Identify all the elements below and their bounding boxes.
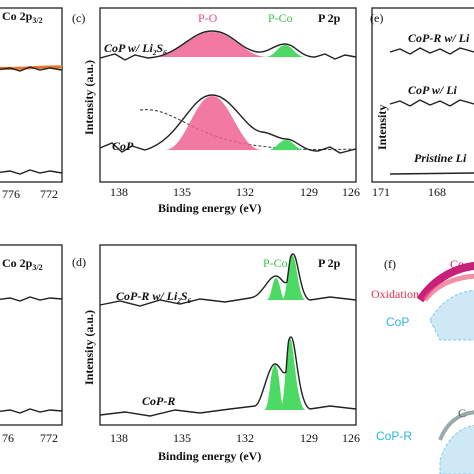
peak-label: P-O: [198, 11, 218, 25]
y-axis-label: Intensity (a.u.): [82, 60, 96, 135]
tick-label: 132: [236, 431, 254, 445]
tick-label: 129: [300, 185, 318, 199]
region-label: Co 2p3/2: [2, 9, 43, 25]
y-axis-label: Intensity (a.u.): [82, 310, 96, 385]
sample-label: CoP: [112, 139, 134, 153]
diagram-label: C: [458, 406, 466, 420]
tick-label: 138: [110, 185, 128, 199]
panel-tag: (f): [384, 257, 396, 271]
sample-label: CoP-R: [142, 394, 175, 408]
text-part: 3/2: [32, 16, 42, 25]
left-bottom-panel: Co 2p3/2 76 772: [0, 244, 63, 445]
tick-label: 76: [2, 431, 14, 445]
sample-label: Pristine Li: [414, 151, 467, 165]
text-part: S: [181, 289, 188, 303]
left-top-panel: Co 2p3/2 776 772: [0, 7, 63, 201]
tick-label: 135: [173, 185, 191, 199]
diagram-label: CoP-R: [376, 429, 412, 443]
panel-tag: (c): [72, 11, 85, 25]
panel-f: (f) Co- Oxidation CoP C CoP-R: [371, 257, 474, 474]
sample-label: CoP w/ Li: [408, 83, 458, 97]
tick-label: 772: [40, 431, 58, 445]
diagram-label: Co-: [450, 257, 468, 271]
text-part: S: [156, 41, 163, 55]
peak-label: P-Co: [263, 256, 288, 270]
diagram-label: Oxidation: [371, 287, 419, 301]
region-label: P 2p: [318, 256, 341, 270]
text-part: CoP w/ Li: [104, 41, 154, 55]
text-part: Co 2p: [2, 256, 33, 270]
tick-label: 168: [428, 185, 446, 199]
tick-label: 126: [342, 185, 360, 199]
text-part: 3/2: [32, 263, 42, 272]
diagram-label: CoP: [386, 315, 409, 329]
sample-label: CoP w/ Li2S6: [104, 41, 167, 57]
tick-label: 776: [2, 187, 20, 201]
sample-label: CoP-R w/ Li2S6: [116, 289, 192, 305]
sample-label: CoP-R w/ Li: [408, 31, 470, 45]
text-part: Co 2p: [2, 9, 33, 23]
x-axis-label: Binding energy (eV): [158, 201, 261, 215]
panel-c: (c) P-O P-Co P 2p Intensity (a.u.) CoP w…: [72, 7, 360, 215]
region-label: P 2p: [318, 11, 341, 25]
panel-tag: (e): [370, 11, 383, 25]
tick-label: 132: [236, 185, 254, 199]
x-axis-label: Binding energy (eV): [158, 449, 261, 463]
panel-e: (e) Intensity CoP-R w/ Li CoP w/ Li Pris…: [370, 7, 474, 199]
tick-label: 135: [173, 431, 191, 445]
tick-label: 138: [110, 431, 128, 445]
text-part: CoP-R w/ Li: [116, 289, 178, 303]
tick-label: 171: [372, 185, 390, 199]
peak-label: P-Co: [268, 11, 293, 25]
y-axis-label: Intensity: [375, 105, 389, 150]
tick-label: 129: [300, 431, 318, 445]
text-part: 2: [176, 297, 181, 305]
tick-label: 126: [342, 431, 360, 445]
text-part: 6: [188, 297, 192, 305]
panel-d: (d) P-Co P 2p Intensity (a.u.) CoP-R w/ …: [72, 244, 360, 463]
region-label: Co 2p3/2: [2, 256, 43, 272]
panel-tag: (d): [72, 255, 86, 269]
text-part: 2: [152, 49, 157, 57]
tick-label: 772: [40, 187, 58, 201]
text-part: 6: [163, 49, 167, 57]
